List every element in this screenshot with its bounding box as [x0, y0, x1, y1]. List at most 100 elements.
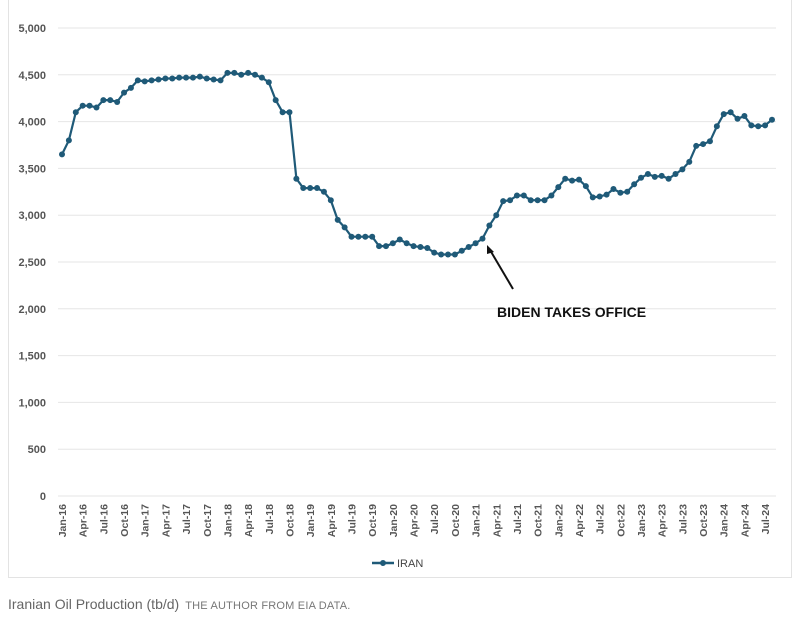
series-line-iran: [61, 71, 773, 256]
x-tick-label: Apr-18: [243, 504, 255, 537]
data-point: [121, 89, 128, 96]
x-tick-label: Jul-22: [595, 504, 607, 535]
data-point: [286, 109, 293, 116]
annotation-label: BIDEN TAKES OFFICE: [497, 304, 646, 320]
data-point: [252, 71, 259, 78]
x-tick-label: Oct-21: [533, 504, 545, 537]
data-point: [341, 224, 348, 231]
y-tick-label: 4,500: [18, 70, 46, 82]
data-point: [293, 175, 300, 182]
data-point: [279, 109, 286, 116]
x-tick-label: Jan-16: [57, 504, 69, 537]
line-chart: 0 500 1,000 1,500 2,000 2,500 3,000 3,500 4,000 4…: [18, 23, 776, 570]
y-tick-label: 3,500: [18, 163, 46, 175]
y-tick-label: 500: [28, 444, 46, 456]
data-point: [631, 181, 638, 188]
data-point: [127, 84, 134, 91]
data-point: [348, 233, 355, 240]
data-point: [134, 77, 141, 84]
data-point: [603, 191, 610, 198]
data-point: [520, 192, 527, 199]
data-point: [355, 233, 362, 240]
x-tick-label: Oct-19: [367, 504, 379, 537]
data-point: [334, 216, 341, 223]
data-point: [265, 79, 272, 86]
x-tick-label: Oct-18: [284, 504, 296, 537]
data-point: [438, 251, 445, 258]
x-tick-label: Jan-24: [719, 504, 731, 537]
data-point: [665, 175, 672, 182]
legend: IRAN: [372, 558, 423, 570]
data-point: [189, 74, 196, 81]
data-point: [513, 192, 520, 199]
data-point: [327, 197, 334, 204]
x-tick-label: Apr-21: [491, 504, 503, 537]
x-tick-label: Oct-22: [615, 504, 627, 537]
data-point: [527, 197, 534, 204]
x-tick-label: Jul-17: [181, 504, 193, 535]
data-point: [424, 244, 431, 251]
data-point: [672, 171, 679, 178]
data-point: [362, 233, 369, 240]
data-point: [369, 233, 376, 240]
data-point: [555, 184, 562, 191]
data-point: [507, 197, 514, 204]
data-point: [596, 193, 603, 200]
data-point: [575, 176, 582, 183]
x-tick-label: Jul-23: [677, 504, 689, 535]
data-point: [403, 240, 410, 247]
x-tick-label: Apr-20: [409, 504, 421, 537]
data-point: [231, 69, 238, 76]
data-point: [762, 122, 769, 129]
x-tick-label: Apr-17: [160, 504, 172, 537]
data-point: [86, 102, 93, 109]
data-point: [148, 77, 155, 84]
data-point: [748, 122, 755, 129]
data-point: [741, 112, 748, 119]
data-point: [417, 244, 424, 251]
data-point: [686, 158, 693, 165]
data-point: [93, 104, 100, 111]
figure-caption: Iranian Oil Production (tb/d) THE AUTHOR …: [8, 596, 351, 612]
data-point: [431, 249, 438, 256]
data-point: [155, 76, 162, 83]
x-tick-label: Apr-22: [574, 504, 586, 537]
data-point: [486, 222, 493, 229]
data-point: [589, 194, 596, 201]
x-tick-label: Jan-19: [305, 504, 317, 537]
data-point: [610, 185, 617, 192]
data-point: [658, 172, 665, 179]
data-point: [141, 78, 148, 85]
y-tick-label: 4,000: [18, 117, 46, 129]
data-point: [183, 74, 190, 81]
x-tick-label: Apr-19: [326, 504, 338, 537]
data-point: [644, 171, 651, 178]
y-tick-label: 1,000: [18, 397, 46, 409]
x-tick-label: Jan-20: [388, 504, 400, 537]
x-tick-label: Jan-23: [636, 504, 648, 537]
data-point: [706, 138, 713, 145]
data-point: [700, 141, 707, 148]
data-point: [300, 185, 307, 192]
data-point: [617, 189, 624, 196]
data-point: [258, 74, 265, 81]
data-point: [548, 192, 555, 199]
x-tick-label: Oct-23: [698, 504, 710, 537]
annotation-arrow: [489, 249, 514, 290]
data-point: [472, 240, 479, 247]
data-point: [59, 151, 65, 158]
y-tick-label: 0: [40, 491, 46, 503]
caption-title: Iranian Oil Production (tb/d): [8, 596, 180, 612]
legend-marker: [380, 560, 386, 566]
data-point: [238, 71, 245, 78]
x-tick-label: Apr-16: [78, 504, 90, 537]
data-point: [114, 98, 121, 105]
data-point: [176, 74, 183, 81]
data-point: [169, 75, 176, 82]
x-tick-label: Oct-20: [450, 504, 462, 537]
data-point: [162, 75, 169, 82]
data-point: [624, 188, 631, 195]
data-point: [307, 185, 314, 192]
y-tick-label: 5,000: [18, 23, 46, 35]
y-tick-label: 2,000: [18, 304, 46, 316]
